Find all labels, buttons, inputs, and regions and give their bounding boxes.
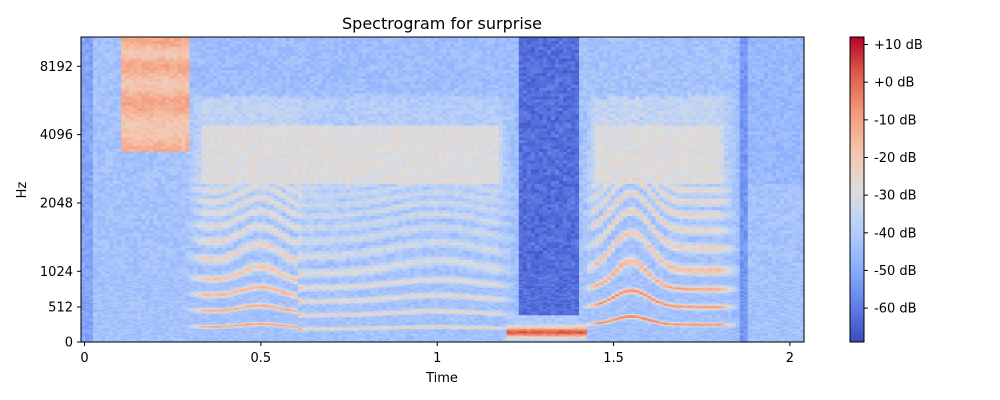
chart-title: Spectrogram for surprise [342,14,542,33]
spectrogram-heatmap [81,37,805,343]
